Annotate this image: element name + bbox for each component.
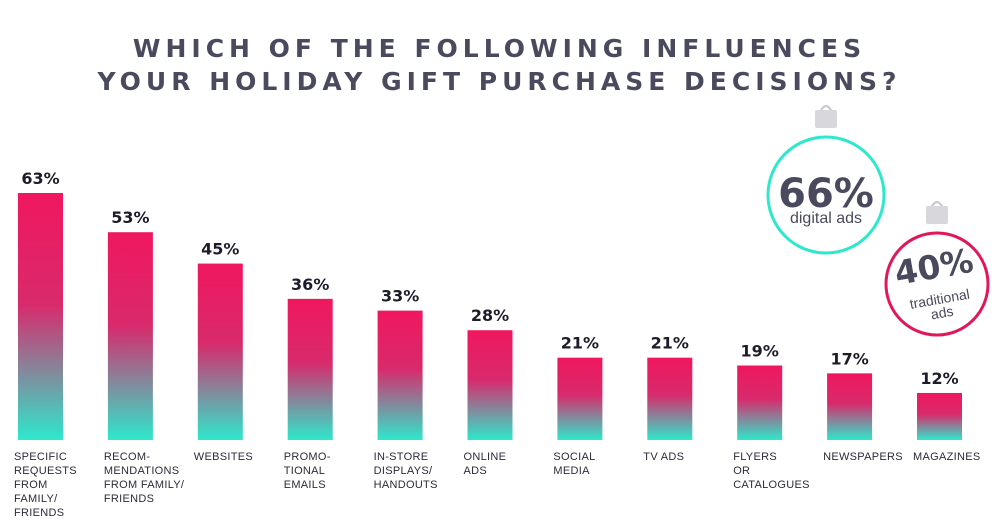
ornament-label-1: digital ads [790,210,862,227]
bar-11 [917,392,962,440]
category-label-11: MAGAZINES [913,451,981,463]
ornament-2: 40%traditionalads [884,200,990,337]
value-label-4: 36% [291,275,329,294]
value-label-2: 53% [111,208,149,227]
bar-5 [377,310,423,440]
bar-10 [827,373,873,440]
value-label-10: 17% [830,349,868,368]
category-label-5: IN-STORE DISPLAYS/HANDOUTS [374,451,438,491]
ornament-cap-1 [815,110,837,128]
ornament-1: 66%digital ads [766,104,886,255]
bar-2 [107,232,153,440]
value-label-9: 19% [741,342,779,361]
bar-7 [557,357,603,440]
ornament-value-1: 66% [778,171,874,217]
chart-title-line-2: YOUR HOLIDAY GIFT PURCHASE DECISIONS? [97,67,902,96]
value-label-6: 28% [471,306,509,325]
bar-9 [737,365,783,440]
value-label-7: 21% [561,334,599,353]
ornament-cap-2 [926,206,948,224]
value-label-8: 21% [651,334,689,353]
category-label-2: RECOM-MENDATIONS FROM FAMILY/FRIENDS [104,451,185,505]
category-label-8: TV ADS [643,451,684,463]
bar-1 [18,193,63,440]
category-label-4: PROMO-TIONAL EMAILS [284,451,331,491]
value-label-1: 63% [21,169,59,188]
category-label-3: WEBSITES [194,451,253,463]
category-label-10: NEWSPAPERS [823,451,903,463]
ornament-circle-2 [884,231,990,337]
category-label-6: ONLINE ADS [464,451,507,477]
category-label-7: SOCIAL MEDIA [553,451,595,477]
bar-3 [197,263,243,440]
category-label-1: SPECIFIC REQUESTS FROM FAMILY/FRIENDS [14,451,77,519]
bar-4 [287,298,333,440]
value-label-3: 45% [201,240,239,259]
value-label-11: 12% [920,369,958,388]
category-label-9: FLYERS OR CATALOGUES [733,451,810,491]
chart-title-line-1: WHICH OF THE FOLLOWING INFLUENCES [132,34,867,63]
value-label-5: 33% [381,287,419,306]
bar-6 [467,330,513,440]
bar-8 [647,357,693,440]
ornament-circle-1 [766,135,886,255]
